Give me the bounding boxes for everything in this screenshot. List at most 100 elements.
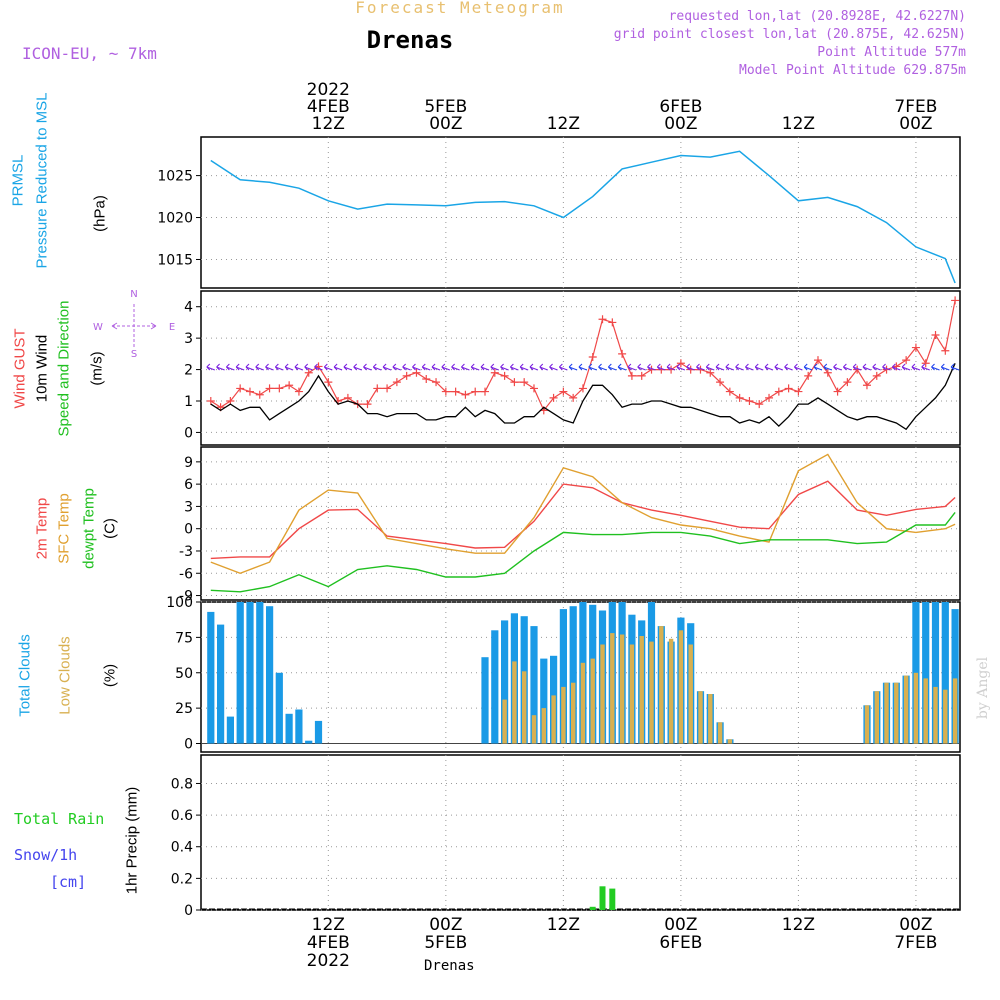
bottom-time-year-0: 2022 (307, 951, 350, 971)
rain-bar (609, 888, 616, 910)
top-time-date-1: 5FEB (424, 97, 467, 117)
compass-n: N (130, 289, 137, 300)
gust-point (588, 353, 597, 361)
total-clouds-bar (226, 716, 234, 744)
low-clouds-bar (512, 661, 517, 744)
wind-direction-arrow (549, 363, 558, 371)
gust-point (422, 375, 431, 383)
compass-cross (112, 304, 156, 348)
gust-point (559, 387, 568, 396)
gust-point (304, 368, 313, 377)
gust-point (451, 387, 460, 396)
total-clouds-bar (207, 611, 215, 744)
gust-point (774, 387, 783, 396)
gust-point (725, 387, 734, 396)
point-altitude: Point Altitude 577m (817, 45, 966, 60)
top-time-hour-2: 12Z (547, 114, 580, 134)
wind-direction-arrow (656, 363, 666, 371)
wind-direction-arrow (333, 363, 343, 371)
wind-direction-arrow (519, 363, 529, 371)
panel-4-ytick-label-0: 0 (184, 903, 193, 919)
low-clouds-bar (619, 634, 625, 744)
wind-direction-arrow (402, 363, 411, 371)
gust-point (285, 381, 294, 390)
low-clouds-bar (571, 682, 576, 744)
wind-direction-arrow (617, 363, 627, 371)
wind-direction-arrow (314, 363, 323, 371)
top-time-date-3: 6FEB (659, 97, 702, 117)
wind-direction-arrow (882, 363, 891, 371)
gust-point (765, 393, 774, 402)
panel-4-ytick-label-1: 0.2 (171, 871, 193, 887)
wind-direction-arrow (784, 363, 793, 371)
gust-point (206, 397, 215, 405)
wind-direction-arrow (940, 363, 950, 371)
bottom-time-hour-0: 12Z (312, 915, 345, 935)
total-clouds-bar (491, 630, 499, 744)
gust-point (392, 378, 401, 387)
compass-e: E (169, 322, 175, 333)
gust-point (578, 384, 587, 393)
gust-point (902, 356, 911, 365)
wind-direction-arrow (754, 363, 764, 371)
chart-subtitle: Forecast Meteogram (355, 0, 565, 17)
requested-coords: requested lon,lat (20.8928E, 42.6227N) (668, 9, 966, 24)
total-clouds-bar (295, 709, 303, 744)
top-time-date-0: 4FEB (307, 97, 350, 117)
gust-point (373, 384, 382, 393)
low-clouds-bar (600, 644, 605, 744)
gust-point (872, 371, 881, 380)
wind-direction-arrow (304, 363, 313, 371)
gust-point (951, 296, 960, 305)
model-altitude: Model Point Altitude 629.875m (739, 63, 966, 78)
wind-direction-arrow (372, 363, 382, 371)
wind-direction-arrow (607, 363, 617, 371)
gust-point (627, 371, 636, 380)
low-clouds-bar (551, 695, 556, 744)
wind-direction-arrow (510, 363, 519, 371)
low-clouds-bar (531, 715, 537, 744)
low-clouds-bar (561, 686, 566, 744)
low-clouds-bar (894, 682, 899, 744)
gust-point (294, 387, 303, 396)
gust-point (618, 349, 627, 358)
top-time-hour-1: 00Z (429, 114, 462, 134)
wind-direction-arrow (598, 363, 607, 371)
bottom-time-hour-4: 12Z (782, 915, 815, 935)
panel-0-ytick-label-0: 1015 (157, 252, 193, 268)
panel-frame-2 (200, 446, 961, 601)
wind-direction-arrow (794, 363, 803, 371)
low-clouds-bar (874, 691, 879, 744)
wind-direction-arrow (705, 363, 715, 371)
panel-1-ytick-label-1: 1 (184, 394, 193, 410)
gust-point (549, 393, 558, 402)
total-clouds-bar (941, 602, 949, 744)
wind-direction-arrow (461, 363, 470, 371)
gust-point (255, 390, 264, 399)
gust-point (461, 390, 470, 399)
gust-point (794, 387, 803, 396)
total-clouds-bar (501, 620, 509, 744)
low-clouds-bar (903, 675, 909, 744)
wind-direction-arrow (490, 363, 499, 371)
gust-point (569, 393, 578, 402)
gust-point (529, 384, 538, 393)
top-time-hour-0: 12Z (312, 114, 345, 134)
gust-point (412, 368, 421, 377)
chart-title: Drenas (366, 26, 454, 54)
low-clouds-bar (717, 722, 723, 744)
total-clouds-bar (540, 658, 548, 744)
low-clouds-bar (659, 626, 664, 744)
top-time-hour-4: 12Z (782, 114, 815, 134)
cm-legend: [cm] (50, 873, 87, 891)
wind-direction-arrow (451, 363, 460, 371)
wind-direction-arrow (265, 363, 274, 371)
total-clouds-bar (285, 713, 293, 744)
gridpoint-coords: grid point closest lon,lat (20.875E, 42.… (613, 27, 966, 42)
gust-point (921, 359, 930, 368)
gust-point (490, 368, 499, 377)
bottom-time-hour-3: 00Z (664, 915, 697, 935)
total-clouds-bar (275, 672, 283, 744)
total-rain-legend: Total Rain (14, 810, 105, 828)
model-label: ICON-EU, ~ 7km (22, 44, 157, 63)
